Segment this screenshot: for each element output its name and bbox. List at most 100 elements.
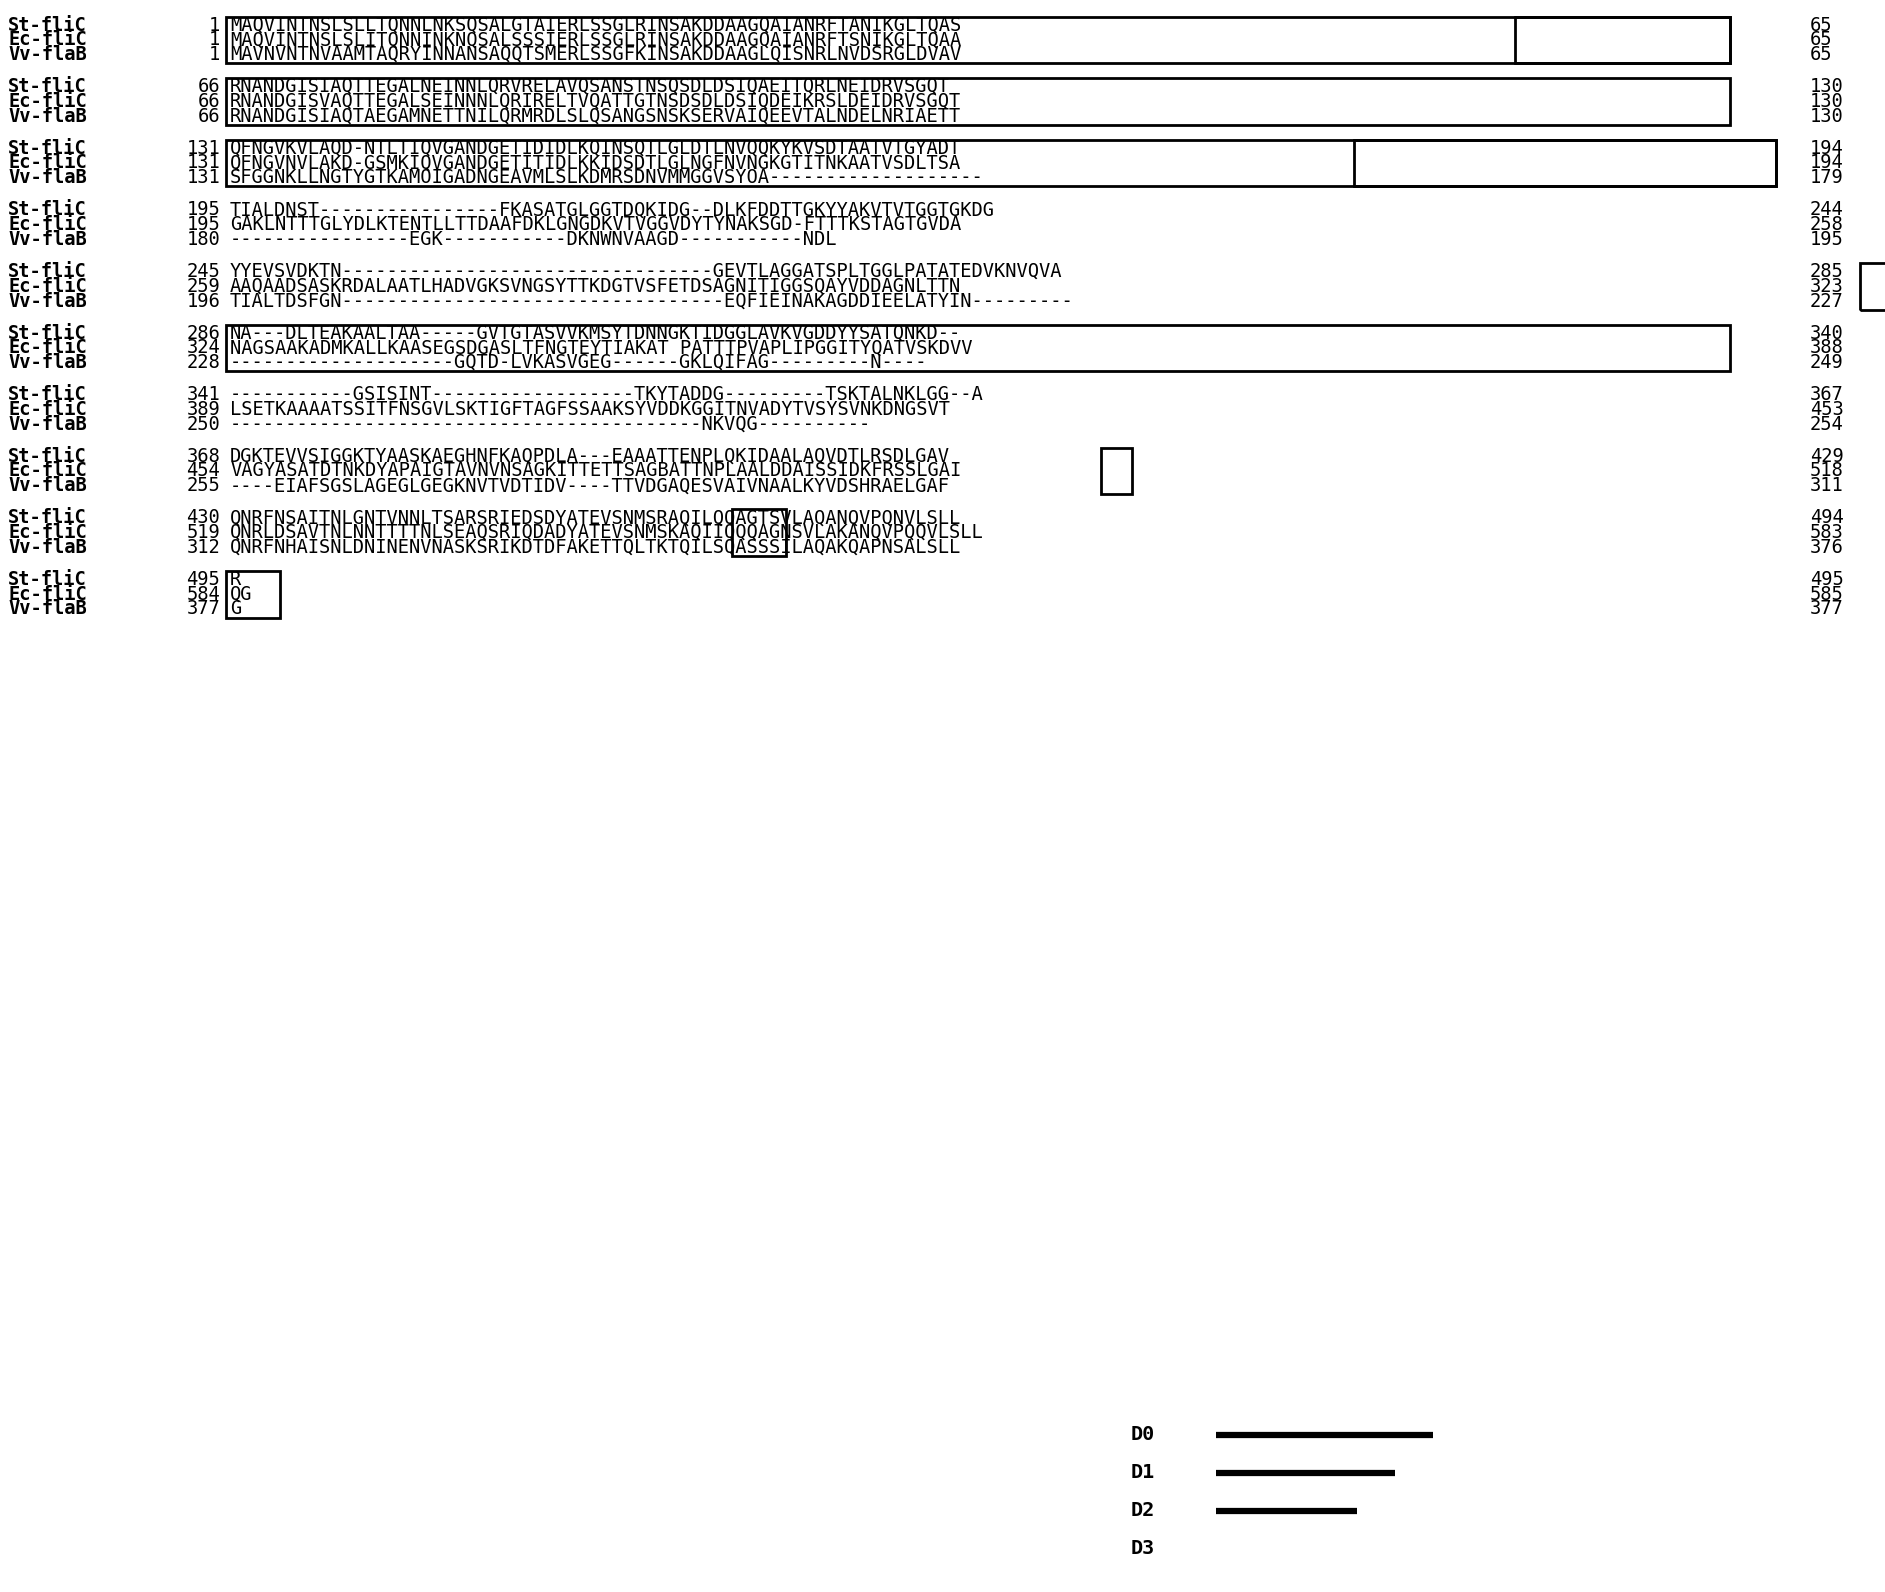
Text: AAQAADSASKRDALAATLHADVGKSVNGSYTTKDGTVSFETDSAGNITIGGSQAYVDDAGNLTTN: AAQAADSASKRDALAATLHADVGKSVNGSYTTKDGTVSFE… bbox=[230, 277, 961, 296]
Text: 286: 286 bbox=[187, 323, 221, 342]
Text: -----------GSISINT------------------TKYTADDG---------TSKTALNKLGG--A: -----------GSISINT------------------TKYT… bbox=[230, 385, 984, 404]
Bar bbox=[226, 78, 1730, 124]
Text: RNANDGISIAQTAEGAMNETTNILQRMRDLSLQSANGSNSKSERVAIQEEVTALNDELNRIAETT: RNANDGISIAQTAEGAMNETTNILQRMRDLSLQSANGSNS… bbox=[230, 107, 961, 126]
Text: 131: 131 bbox=[187, 139, 221, 158]
Text: MAVNVNTNVAAMTAQRYINNANSAQQTSMERLSSGFKINSAKDDAAGLQISNRLNVDSRGLDVAV: MAVNVNTNVAAMTAQRYINNANSAQQTSMERLSSGFKINS… bbox=[230, 45, 961, 64]
Text: 130: 130 bbox=[1810, 92, 1844, 111]
Text: Vv-flaB: Vv-flaB bbox=[8, 476, 87, 495]
Text: 389: 389 bbox=[187, 400, 221, 419]
Text: 494: 494 bbox=[1810, 508, 1844, 527]
Text: Vv-flaB: Vv-flaB bbox=[8, 414, 87, 433]
Text: 377: 377 bbox=[187, 600, 221, 619]
Text: 194: 194 bbox=[1810, 153, 1844, 172]
Text: 244: 244 bbox=[1810, 201, 1844, 220]
Text: 453: 453 bbox=[1810, 400, 1844, 419]
Text: 196: 196 bbox=[187, 291, 221, 310]
Text: 130: 130 bbox=[1810, 107, 1844, 126]
Text: 312: 312 bbox=[187, 538, 221, 557]
Text: 519: 519 bbox=[187, 524, 221, 543]
Text: Ec-fliC: Ec-fliC bbox=[8, 215, 87, 234]
Bar bbox=[226, 16, 1730, 64]
Text: 518: 518 bbox=[1810, 462, 1844, 481]
Text: VAGYASATDTNKDYAPAIGTAVNVNSAGKITTETTSAGBATTNPLAALDDAISSIDKFRSSLGAI: VAGYASATDTNKDYAPAIGTAVNVNSAGKITTETTSAGBA… bbox=[230, 462, 961, 481]
Text: ----EIAFSGSLAGEGLGEGKNVTVDTIDV----TTVDGAQESVAIVNAALKYVDSHRAELGAF: ----EIAFSGSLAGEGLGEGKNVTVDTIDV----TTVDGA… bbox=[230, 476, 950, 495]
Text: NAGSAAKADMKALLKAASEGSDGASLTFNGTEYTIAKAT PATTTPVAPLIPGGITYQATVSKDVV: NAGSAAKADMKALLKAASEGSDGASLTFNGTEYTIAKAT … bbox=[230, 339, 973, 357]
Text: St-fliC: St-fliC bbox=[8, 76, 87, 96]
Text: 495: 495 bbox=[1810, 570, 1844, 589]
Text: 66: 66 bbox=[198, 92, 221, 111]
Text: St-fliC: St-fliC bbox=[8, 201, 87, 220]
Text: 367: 367 bbox=[1810, 385, 1844, 404]
Text: Ec-fliC: Ec-fliC bbox=[8, 400, 87, 419]
Text: MAQVINTNSLSLITQNNINKNQSALSSSIERLSSGLRINSAKDDAAGQAIANRFTSNIKGLTQAA: MAQVINTNSLSLITQNNINKNQSALSSSIERLSSGLRINS… bbox=[230, 30, 961, 49]
Text: St-fliC: St-fliC bbox=[8, 323, 87, 342]
Bar bbox=[226, 325, 1730, 371]
Text: 65: 65 bbox=[1810, 16, 1832, 35]
Text: DGKTEVVSIGGKTYAASKAEGHNFKAQPDLA---EAAATTENPLQKIDAALAQVDTLRSDLGAV: DGKTEVVSIGGKTYAASKAEGHNFKAQPDLA---EAAATT… bbox=[230, 447, 950, 466]
Text: 585: 585 bbox=[1810, 584, 1844, 603]
Text: 388: 388 bbox=[1810, 339, 1844, 357]
Text: 1: 1 bbox=[209, 30, 221, 49]
Text: 430: 430 bbox=[187, 508, 221, 527]
Text: MAQVINTNSLSLLTQNNLNKSQSALGTAIERLSSGLRINSAKDDAAGQAIANRFTANIKGLTQAS: MAQVINTNSLSLLTQNNLNKSQSALGTAIERLSSGLRINS… bbox=[230, 16, 961, 35]
Text: RNANDGISVAQTTEGALSEINNNLQRIRELTVQATTGTNSDSDLDSIQDEIKRSLDEIDRVSGQT: RNANDGISVAQTTEGALSEINNNLQRIRELTVQATTGTNS… bbox=[230, 92, 961, 111]
Text: Vv-flaB: Vv-flaB bbox=[8, 169, 87, 188]
Text: TIALDNST----------------FKASATGLGGTDQKIDG--DLKFDDTTGKYYAKVTVTGGTGKDG: TIALDNST----------------FKASATGLGGTDQKID… bbox=[230, 201, 995, 220]
Text: St-fliC: St-fliC bbox=[8, 570, 87, 589]
Text: 227: 227 bbox=[1810, 291, 1844, 310]
Text: SFGGNKLLNGTYGTKAMOIGADNGEAVMLSLKDMRSDNVMMGGVSYOA-------------------: SFGGNKLLNGTYGTKAMOIGADNGEAVMLSLKDMRSDNVM… bbox=[230, 169, 984, 188]
Text: QNRLDSAVTNLNNTTTTNLSEAQSRIQDADYATEVSNMSKAQIIQQQAGNSVLAKANQVPQQVLSLL: QNRLDSAVTNLNNTTTTNLSEAQSRIQDADYATEVSNMSK… bbox=[230, 524, 984, 543]
Text: D3: D3 bbox=[1131, 1539, 1156, 1559]
Text: Vv-flaB: Vv-flaB bbox=[8, 353, 87, 373]
Text: Ec-fliC: Ec-fliC bbox=[8, 277, 87, 296]
Text: 429: 429 bbox=[1810, 447, 1844, 466]
Text: 195: 195 bbox=[187, 215, 221, 234]
Text: 377: 377 bbox=[1810, 600, 1844, 619]
Text: 495: 495 bbox=[187, 570, 221, 589]
Text: 131: 131 bbox=[187, 153, 221, 172]
Text: Ec-fliC: Ec-fliC bbox=[8, 92, 87, 111]
Text: 324: 324 bbox=[187, 339, 221, 357]
Bar bbox=[1353, 140, 1776, 186]
Text: St-fliC: St-fliC bbox=[8, 447, 87, 466]
Text: 130: 130 bbox=[1810, 76, 1844, 96]
Text: Vv-flaB: Vv-flaB bbox=[8, 45, 87, 64]
Text: GAKLNTTTGLYDLKTENTLLTTDAAFDKLGNGDKVTVGGVDYTYNAKSGD-FTTTKSTAGTGVDA: GAKLNTTTGLYDLKTENTLLTTDAAFDKLGNGDKVTVGGV… bbox=[230, 215, 961, 234]
Text: Ec-fliC: Ec-fliC bbox=[8, 153, 87, 172]
Text: 454: 454 bbox=[187, 462, 221, 481]
Text: Ec-fliC: Ec-fliC bbox=[8, 584, 87, 603]
Text: 195: 195 bbox=[1810, 229, 1844, 248]
Text: 65: 65 bbox=[1810, 30, 1832, 49]
Text: 323: 323 bbox=[1810, 277, 1844, 296]
Text: Ec-fliC: Ec-fliC bbox=[8, 30, 87, 49]
Text: Vv-flaB: Vv-flaB bbox=[8, 107, 87, 126]
Text: QFNGVNVLAKD-GSMKIQVGANDGETITIDLKKIDSDTLGLNGFNVNGKGTITNKAATVSDLTSA: QFNGVNVLAKD-GSMKIQVGANDGETITIDLKKIDSDTLG… bbox=[230, 153, 961, 172]
Text: 258: 258 bbox=[1810, 215, 1844, 234]
Text: QNRFNHAISNLDNINENVNASKSRIKDTDFAKETTQLTKTQILSQASSSILAQAKQAPNSALSLL: QNRFNHAISNLDNINENVNASKSRIKDTDFAKETTQLTKT… bbox=[230, 538, 961, 557]
Text: 311: 311 bbox=[1810, 476, 1844, 495]
Text: ----------------EGK-----------DKNWNVAAGD-----------NDL: ----------------EGK-----------DKNWNVAAGD… bbox=[230, 229, 837, 248]
Text: 583: 583 bbox=[1810, 524, 1844, 543]
Text: 259: 259 bbox=[187, 277, 221, 296]
Text: 250: 250 bbox=[187, 414, 221, 433]
Text: 1: 1 bbox=[209, 45, 221, 64]
Text: 340: 340 bbox=[1810, 323, 1844, 342]
Text: St-fliC: St-fliC bbox=[8, 16, 87, 35]
Text: TIALTDSFGN----------------------------------EQFIEINAKAGDDIEELATYIN---------: TIALTDSFGN------------------------------… bbox=[230, 291, 1074, 310]
Text: 66: 66 bbox=[198, 107, 221, 126]
Text: 179: 179 bbox=[1810, 169, 1844, 188]
Text: 131: 131 bbox=[187, 169, 221, 188]
Bar bbox=[1516, 16, 1730, 64]
Text: D1: D1 bbox=[1131, 1463, 1156, 1482]
Text: 249: 249 bbox=[1810, 353, 1844, 373]
Text: NA---DLTEAKAALTAA-----GVTGTASVVKMSYTDNNGKTIDGGLAVKVGDDYYSATQNKD--: NA---DLTEAKAALTAA-----GVTGTASVVKMSYTDNNG… bbox=[230, 323, 961, 342]
Bar bbox=[226, 572, 281, 618]
Text: YYEVSVDKTN---------------------------------GEVTLAGGATSPLTGGLPATATEDVKNVQVA: YYEVSVDKTN------------------------------… bbox=[230, 263, 1063, 280]
Text: St-fliC: St-fliC bbox=[8, 263, 87, 280]
Text: LSETKAAAATSSITFNSGVLSKTIGFTAGFSSAAKSYVDDKGGITNVADYTVSYSVNKDNGSVT: LSETKAAAATSSITFNSGVLSKTIGFTAGFSSAAKSYVDD… bbox=[230, 400, 950, 419]
Text: 228: 228 bbox=[187, 353, 221, 373]
Text: 255: 255 bbox=[187, 476, 221, 495]
Bar bbox=[1101, 447, 1131, 494]
Text: QG: QG bbox=[230, 584, 253, 603]
Text: 66: 66 bbox=[198, 76, 221, 96]
